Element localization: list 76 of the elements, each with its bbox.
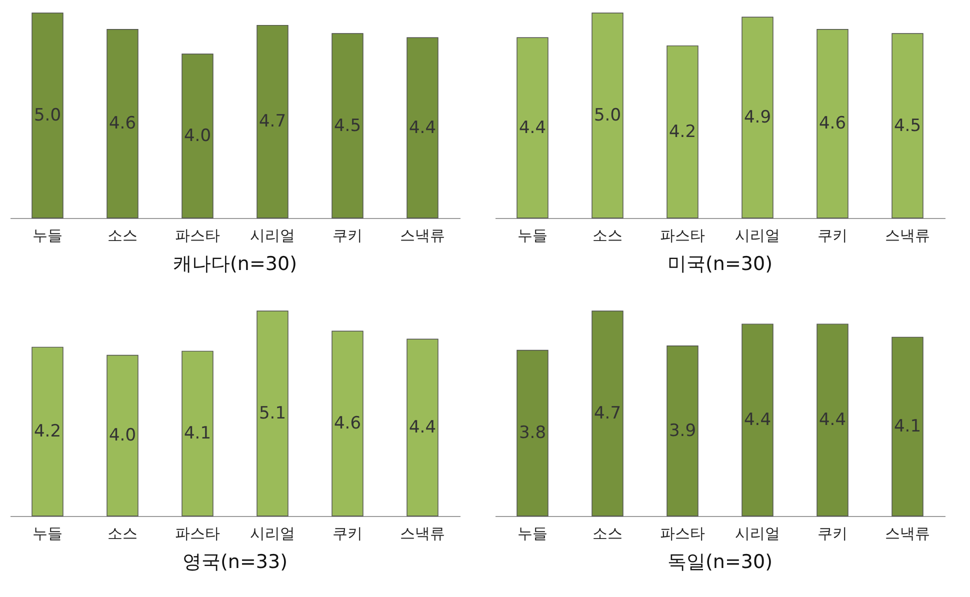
text: 영국(n=33) — [182, 551, 288, 573]
bar — [106, 29, 138, 218]
x-tick-label: 스낵류 — [885, 226, 930, 244]
x-tick-label: 스낵류 — [885, 524, 930, 542]
bar — [742, 324, 774, 516]
x-tick-label: 파스타 — [660, 226, 705, 244]
data-label: 4.7 — [594, 404, 622, 424]
data-label: 3.9 — [668, 420, 696, 441]
bar — [182, 54, 214, 218]
bar — [182, 350, 214, 516]
data-label: 4.7 — [258, 112, 286, 132]
data-label: 5.0 — [594, 106, 622, 126]
data-label: 4.6 — [334, 414, 362, 434]
bar — [592, 310, 624, 516]
x-tick-label: 누들 — [518, 524, 548, 542]
data-label: 4.5 — [334, 116, 362, 136]
x-tick-label: 누들 — [32, 524, 62, 542]
text: 캐나다(n=30) — [173, 253, 297, 275]
bar — [516, 350, 548, 516]
x-tick-label: 쿠키 — [818, 524, 848, 542]
data-label: 4.4 — [408, 418, 436, 438]
bar — [332, 33, 364, 218]
x-tick-label: 파스타 — [175, 226, 220, 244]
x-tick-label: 시리얼 — [250, 524, 295, 542]
data-label: 4.6 — [818, 114, 846, 134]
bar — [816, 324, 848, 516]
data-label: 4.0 — [184, 126, 212, 146]
bar — [406, 338, 438, 516]
data-label: 4.2 — [34, 422, 62, 442]
data-label: 4.1 — [894, 416, 922, 437]
bar — [32, 12, 64, 218]
x-tick-label: 누들 — [32, 226, 62, 244]
x-tick-label: 스낵류 — [400, 226, 445, 244]
bar — [892, 336, 924, 516]
data-label: 4.4 — [518, 118, 546, 138]
x-tick-label: 시리얼 — [735, 226, 780, 244]
data-label: 4.1 — [184, 424, 212, 444]
x-tick-label: 누들 — [518, 226, 548, 244]
x-tick-label: 쿠키 — [332, 226, 362, 244]
bar — [666, 45, 698, 218]
x-tick-label: 시리얼 — [735, 524, 780, 542]
x-tick-label: 스낵류 — [400, 524, 445, 542]
bar — [332, 330, 364, 516]
bar — [106, 354, 138, 516]
data-label: 5.1 — [258, 404, 286, 424]
x-tick-label: 소스 — [108, 226, 138, 244]
data-label: 4.2 — [668, 122, 696, 142]
text: 미국(n=30) — [668, 253, 772, 275]
bar — [592, 12, 624, 218]
x-tick-label: 파스타 — [660, 524, 705, 542]
x-tick-label: 시리얼 — [250, 226, 295, 244]
bar — [816, 29, 848, 218]
bar — [666, 346, 698, 516]
bar — [406, 37, 438, 218]
data-label: 4.6 — [108, 114, 136, 134]
x-tick-label: 소스 — [592, 524, 622, 542]
x-tick-label: 소스 — [592, 226, 622, 244]
bar — [256, 24, 288, 218]
x-tick-label: 쿠키 — [818, 226, 848, 244]
data-label: 4.4 — [408, 118, 436, 138]
bar — [892, 33, 924, 218]
x-tick-label: 쿠키 — [332, 524, 362, 542]
bar — [32, 346, 64, 516]
data-label: 4.0 — [108, 426, 136, 446]
data-label: 4.9 — [744, 108, 772, 128]
bar — [256, 310, 288, 516]
text: 독일(n=30) — [668, 551, 772, 573]
data-label: 5.0 — [34, 106, 62, 126]
bar — [742, 16, 774, 218]
data-label: 4.4 — [744, 410, 772, 430]
data-label: 4.4 — [818, 410, 846, 430]
data-label: 3.8 — [518, 423, 546, 444]
bar — [516, 37, 548, 218]
data-label: 4.5 — [894, 116, 922, 136]
x-tick-label: 소스 — [108, 524, 138, 542]
x-tick-label: 파스타 — [175, 524, 220, 542]
